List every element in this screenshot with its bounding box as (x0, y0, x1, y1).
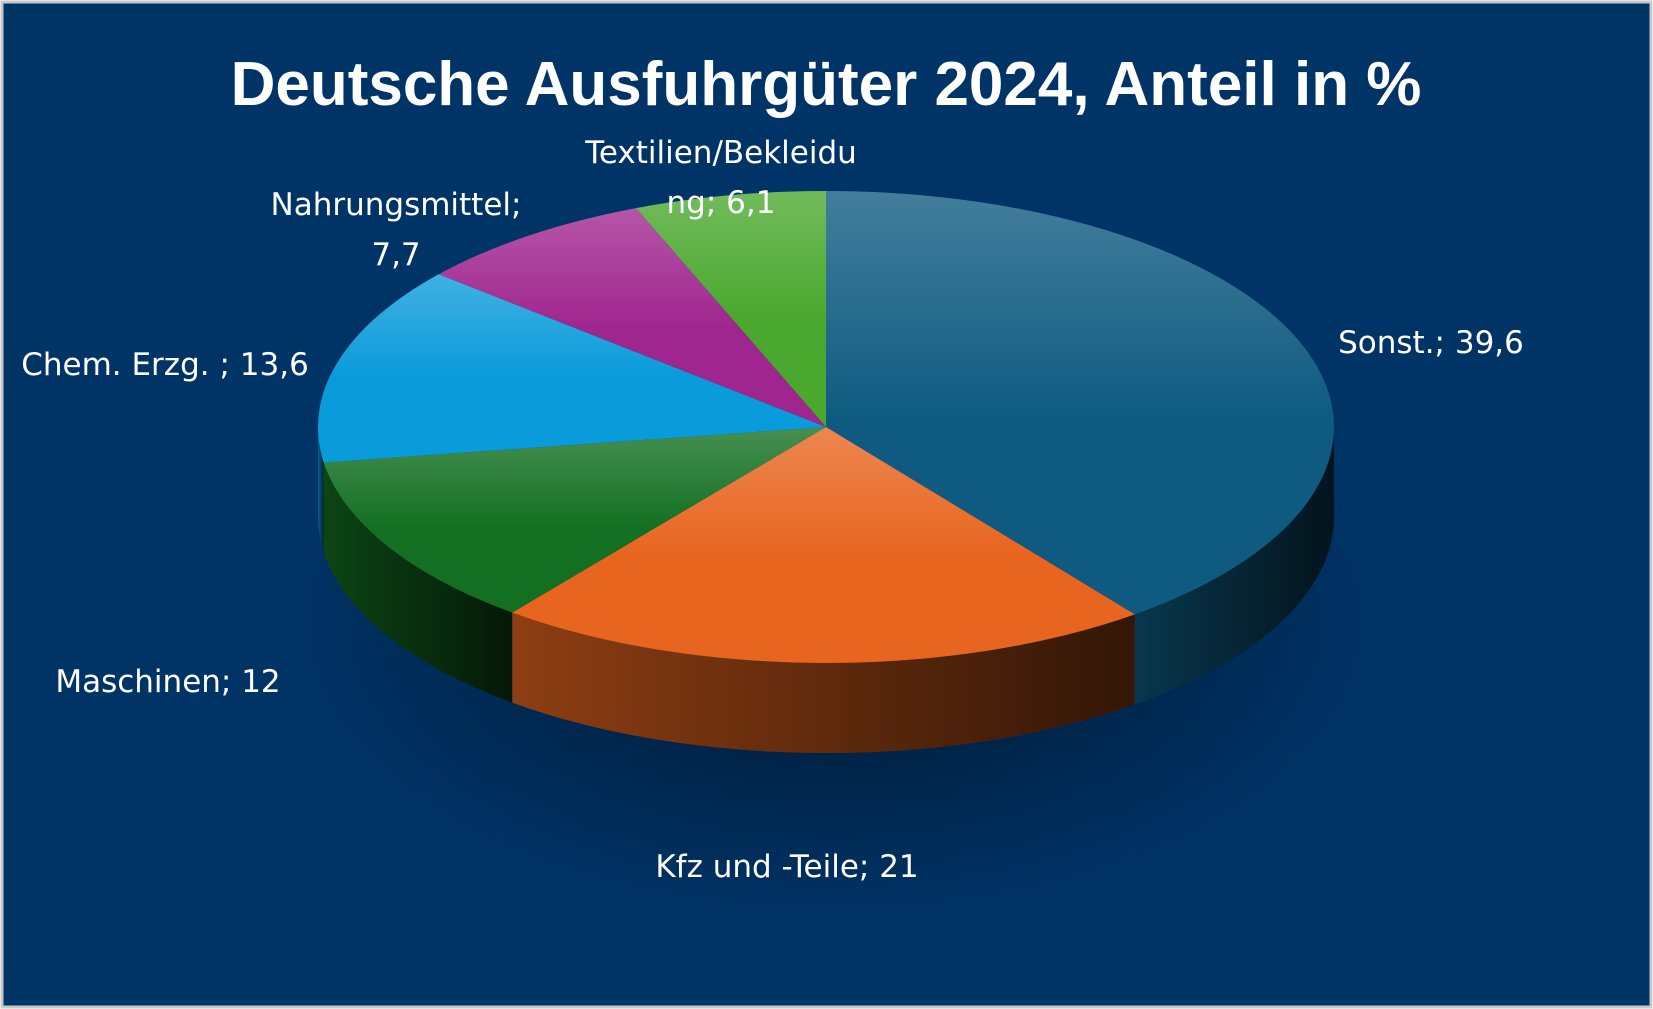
slice-label-0: Sonst.; 39,6 (1338, 325, 1524, 361)
pie-slice-shine-0 (826, 191, 1334, 615)
pie-slices (318, 191, 1334, 753)
pie-slice-shine-5 (636, 191, 826, 427)
pie-side-shade-2 (323, 462, 513, 703)
chart-title: Deutsche Ausfuhrgüter 2024, Anteil in % (231, 50, 1422, 119)
pie-slice-shine-1 (512, 427, 1135, 664)
slice-label-2: Maschinen; 12 (55, 664, 280, 700)
pie-side-shade-0 (1134, 427, 1334, 705)
pie-slice-shine-2 (323, 427, 826, 613)
pie-slice-shine-3 (318, 274, 826, 463)
pie-side-shade-1 (512, 612, 1135, 753)
slice-label-1: Kfz und -Teile; 21 (655, 849, 918, 885)
slice-label-5: Textilien/Bekleidu ng; 6,1 (584, 135, 857, 221)
pie-slice-shine-4 (438, 208, 826, 427)
slice-label-4: Nahrungsmittel; 7,7 (271, 187, 522, 273)
slice-label-3: Chem. Erzg. ; 13,6 (21, 347, 309, 383)
pie-side-shade-3 (318, 427, 324, 553)
slice-labels: Sonst.; 39,6 Kfz und -Teile; 21 Maschinen;… (21, 135, 1524, 885)
